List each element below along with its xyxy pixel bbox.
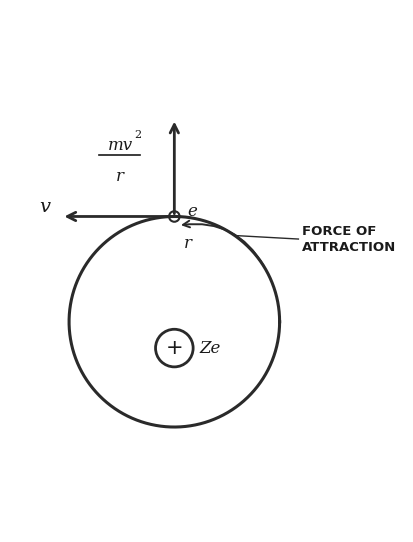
Text: 2: 2 <box>134 130 141 140</box>
Text: r: r <box>183 235 191 252</box>
Text: r: r <box>116 169 123 185</box>
Text: mv: mv <box>108 137 133 153</box>
Text: e: e <box>187 203 197 220</box>
Text: +: + <box>165 338 183 358</box>
Text: Ze: Ze <box>199 340 221 357</box>
Text: FORCE OF
ATTRACTION: FORCE OF ATTRACTION <box>301 224 396 254</box>
Text: v: v <box>39 198 50 216</box>
